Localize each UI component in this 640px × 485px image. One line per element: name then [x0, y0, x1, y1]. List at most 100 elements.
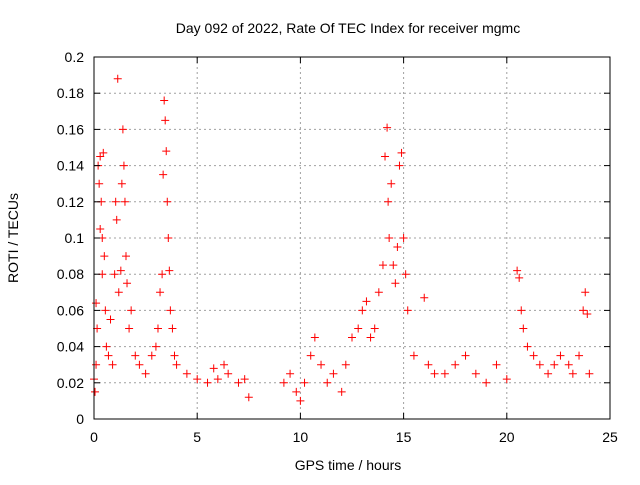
data-point [366, 333, 375, 342]
data-point [523, 342, 532, 351]
data-point [517, 306, 526, 315]
data-point [244, 393, 253, 402]
data-point [102, 342, 111, 351]
y-tick-label: 0.14 [57, 158, 84, 174]
data-point [120, 197, 129, 206]
data-point [306, 351, 315, 360]
data-point [348, 333, 356, 342]
data-point [341, 360, 350, 369]
data-point [544, 369, 553, 378]
data-point [300, 378, 309, 387]
data-point [389, 261, 398, 270]
data-point [296, 396, 305, 405]
data-point [430, 369, 439, 378]
data-point [337, 387, 346, 396]
data-point [170, 351, 179, 360]
data-point [564, 360, 573, 369]
data-point [397, 148, 406, 157]
data-point [91, 387, 100, 396]
data-point [100, 252, 109, 261]
data-point [117, 179, 126, 188]
data-point [182, 369, 191, 378]
data-point [108, 360, 117, 369]
data-point [113, 74, 122, 83]
data-point [162, 147, 171, 156]
data-point [165, 266, 174, 275]
data-point [286, 369, 295, 378]
data-point [159, 170, 168, 179]
data-point [385, 234, 394, 242]
y-tick-label: 0.1 [65, 230, 85, 246]
data-point [513, 266, 522, 275]
data-point [156, 288, 165, 297]
data-point [220, 360, 229, 369]
data-point [234, 378, 243, 387]
data-point [482, 378, 491, 387]
data-point [393, 243, 402, 252]
data-point [310, 333, 319, 342]
data-point [158, 270, 167, 279]
data-point [391, 279, 400, 288]
data-point [123, 279, 132, 288]
data-point [461, 351, 470, 360]
data-point [399, 234, 408, 242]
x-tick-label: 15 [396, 429, 412, 445]
data-point [420, 293, 429, 302]
data-point [401, 270, 410, 279]
data-point [224, 369, 233, 378]
data-point [317, 360, 326, 369]
data-point [161, 116, 170, 125]
data-point [378, 261, 387, 270]
data-point [292, 387, 301, 396]
data-point [121, 252, 130, 261]
data-point [96, 224, 105, 233]
data-point [370, 324, 379, 333]
data-point [381, 152, 390, 161]
axis-ticks: 0 0.02 0.04 0.06 0.08 0.1 0.12 0.14 0.16 0.18 0.2 0… [57, 49, 618, 445]
data-point [114, 288, 123, 297]
data-point [323, 378, 332, 387]
x-tick-label: 0 [90, 429, 98, 445]
data-point [519, 324, 528, 333]
data-point [374, 288, 383, 297]
x-tick-label: 5 [193, 429, 201, 445]
data-point [395, 161, 404, 170]
data-point [147, 351, 156, 360]
data-points [90, 74, 594, 405]
data-point [329, 369, 338, 378]
data-point [529, 351, 538, 360]
data-point [106, 315, 115, 324]
y-tick-label: 0.16 [57, 121, 84, 137]
data-point [110, 270, 119, 279]
data-point [119, 161, 128, 170]
data-point [118, 125, 127, 134]
data-point [583, 310, 592, 319]
data-point [92, 299, 101, 308]
y-tick-label: 0 [76, 411, 84, 427]
data-point [240, 375, 249, 384]
data-point [127, 306, 136, 315]
data-point [160, 96, 169, 105]
data-point [440, 369, 449, 378]
data-point [101, 306, 110, 315]
y-axis-label: ROTI / TECUs [5, 193, 21, 283]
data-point [125, 324, 134, 333]
data-point [111, 197, 120, 206]
data-point [585, 369, 594, 378]
y-tick-label: 0.18 [57, 85, 84, 101]
data-point [409, 351, 418, 360]
data-point [279, 378, 288, 387]
data-point [131, 351, 140, 360]
data-point [135, 360, 144, 369]
data-point [383, 123, 392, 132]
data-point [581, 288, 590, 297]
x-tick-label: 10 [293, 429, 309, 445]
y-tick-label: 0.04 [57, 339, 84, 355]
y-tick-label: 0.06 [57, 302, 84, 318]
x-tick-label: 20 [499, 429, 515, 445]
y-tick-label: 0.2 [65, 49, 85, 65]
data-point [203, 378, 212, 387]
data-point [492, 360, 501, 369]
